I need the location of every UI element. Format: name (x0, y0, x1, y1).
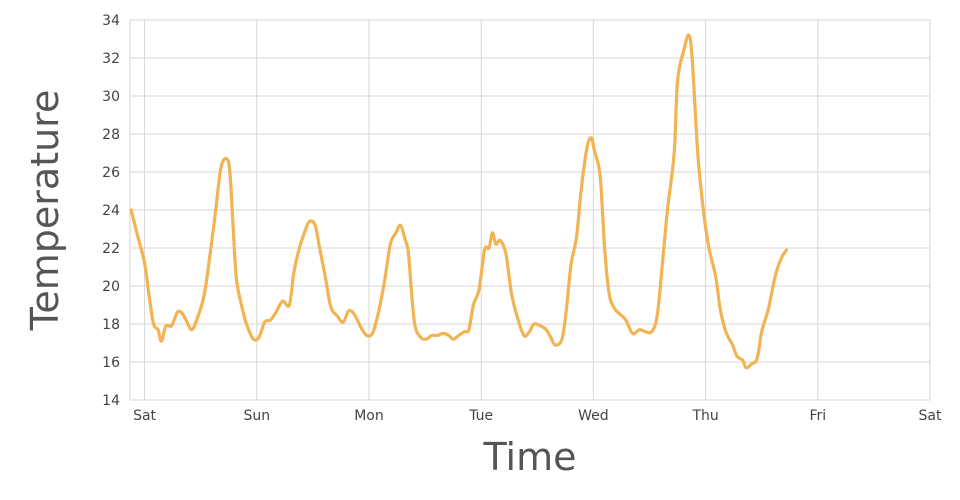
x-tick-label: Thu (691, 408, 718, 424)
y-tick-labels: 14 16 18 20 22 24 26 28 30 32 34 (102, 13, 120, 409)
x-tick-label: Sat (919, 408, 942, 424)
x-tick-label: Sun (243, 408, 270, 424)
y-tick-label: 24 (102, 203, 120, 219)
y-tick-label: 28 (102, 127, 120, 143)
x-tick-label: Mon (354, 408, 384, 424)
x-tick-label: Wed (578, 408, 609, 424)
y-axis-title: Temperature (23, 90, 67, 332)
y-tick-label: 20 (102, 279, 120, 295)
y-tick-label: 18 (102, 317, 120, 333)
series-line-0 (129, 33, 788, 370)
x-tick-label: Sat (133, 408, 156, 424)
y-tick-label: 32 (102, 51, 120, 67)
grid (129, 19, 931, 401)
y-tick-label: 14 (102, 393, 120, 409)
x-tick-label: Tue (468, 408, 493, 424)
y-tick-label: 34 (102, 13, 120, 29)
series-layer (129, 33, 788, 370)
x-axis-title: Time (483, 435, 577, 479)
y-tick-label: 16 (102, 355, 120, 371)
x-tick-labels: Sat Sun Mon Tue Wed Thu Fri Sat (133, 408, 942, 424)
y-tick-label: 22 (102, 241, 120, 257)
y-tick-label: 26 (102, 165, 120, 181)
y-tick-label: 30 (102, 89, 120, 105)
x-tick-label: Fri (809, 408, 826, 424)
